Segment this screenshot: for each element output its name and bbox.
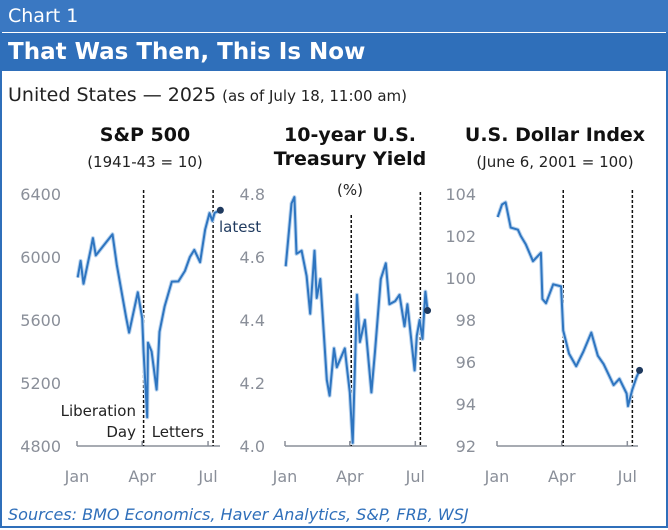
sp500-ytick-label: 5600 <box>20 311 61 330</box>
panel-subtitle-treasury: (%) <box>337 181 363 199</box>
dollar-ytick-label: 94 <box>456 395 476 414</box>
chart-subtitle: United States — 2025 (as of July 18, 11:… <box>8 84 407 106</box>
dollar-ytick-label: 92 <box>456 437 476 456</box>
liberation-day-label: Liberation <box>61 402 136 420</box>
treasury-xtick-label: Jul <box>405 467 425 486</box>
panel-title-treasury: 10-year U.S. Treasury Yield <box>273 124 427 170</box>
letters-label: Letters <box>152 423 204 441</box>
chart-number: Chart 1 <box>0 0 668 32</box>
sp500-latest-dot <box>216 206 224 214</box>
treasury-ytick-label: 4.4 <box>240 311 265 330</box>
chart-title: That Was Then, This Is Now <box>0 33 668 71</box>
treasury-xtick-label: Apr <box>336 467 364 486</box>
sp500-ytick-label: 6400 <box>20 185 61 204</box>
sp500-xtick-label: Jul <box>197 467 217 486</box>
sp500-series-halo <box>75 208 222 420</box>
dollar-series-line <box>496 201 641 408</box>
panel-title-dollar: U.S. Dollar Index <box>464 124 646 146</box>
sp500-xtick-label: Jan <box>64 467 90 486</box>
dollar-ytick-label: 98 <box>456 311 476 330</box>
sources-note: Sources: BMO Economics, Haver Analytics,… <box>8 505 469 524</box>
sp500-series-line <box>76 209 221 419</box>
treasury-xtick-label: Jan <box>272 467 298 486</box>
dollar-ytick-label: 104 <box>445 185 476 204</box>
treasury-series-line <box>284 196 429 444</box>
dollar-xtick-label: Jan <box>484 467 510 486</box>
treasury-ytick-label: 4.8 <box>240 185 265 204</box>
sp500-ytick-label: 6000 <box>20 248 61 267</box>
dollar-latest-dot <box>636 366 644 374</box>
dollar-xtick-label: Jul <box>617 467 637 486</box>
sp500-xtick-label: Apr <box>128 467 156 486</box>
sp500-ytick-label: 5200 <box>20 374 61 393</box>
panel-title-sp500: S&P 500 <box>99 124 191 146</box>
treasury-ytick-label: 4.6 <box>240 248 265 267</box>
subtitle-note: (as of July 18, 11:00 am) <box>222 87 408 105</box>
dollar-ytick-label: 96 <box>456 353 476 372</box>
dollar-ytick-label: 100 <box>445 269 476 288</box>
subtitle-main: United States — 2025 <box>8 84 217 106</box>
liberation-day-label-2: Day <box>106 423 136 441</box>
treasury-ytick-label: 4.2 <box>240 374 265 393</box>
treasury-latest-dot <box>424 307 432 315</box>
dollar-xtick-label: Apr <box>548 467 576 486</box>
panel-subtitle-dollar: (June 6, 2001 = 100) <box>476 153 634 171</box>
treasury-ytick-label: 4.0 <box>240 437 265 456</box>
dollar-ytick-label: 102 <box>445 227 476 246</box>
sp500-ytick-label: 4800 <box>20 437 61 456</box>
panel-subtitle-sp500: (1941-43 = 10) <box>87 153 203 171</box>
latest-label: latest <box>219 218 261 236</box>
